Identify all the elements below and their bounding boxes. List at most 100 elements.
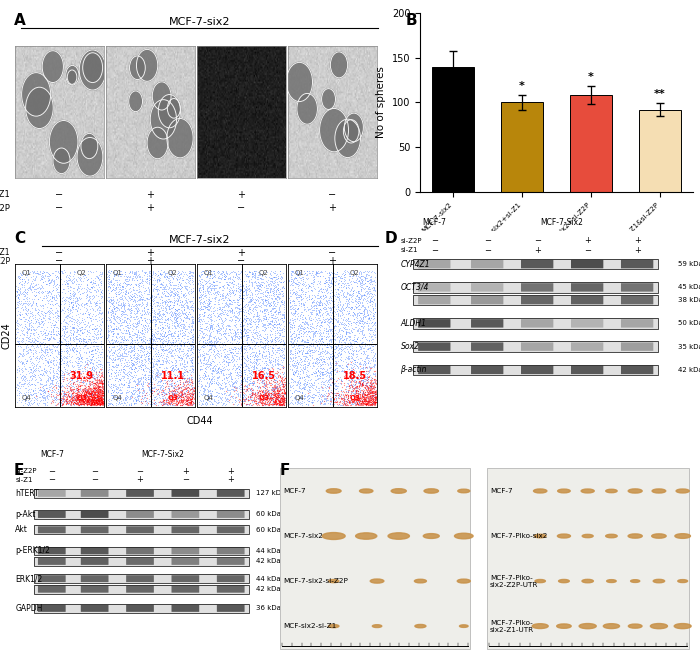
Point <box>351 287 362 297</box>
Point <box>229 288 240 299</box>
Point <box>71 397 83 408</box>
Point <box>204 363 216 373</box>
Point <box>59 374 70 385</box>
Point <box>178 356 190 366</box>
Ellipse shape <box>603 624 620 629</box>
Point <box>279 371 290 381</box>
Ellipse shape <box>628 534 642 538</box>
Point <box>237 387 248 397</box>
Point <box>58 321 69 331</box>
Point <box>67 300 78 311</box>
Point <box>296 284 307 294</box>
Point <box>273 317 284 328</box>
Point <box>237 323 248 333</box>
Point <box>83 386 94 397</box>
Point <box>16 328 27 338</box>
Point <box>368 297 379 307</box>
Point <box>108 323 120 333</box>
Point <box>150 324 161 334</box>
Point <box>58 299 69 309</box>
Point <box>131 292 142 303</box>
Point <box>354 364 365 375</box>
Point <box>220 333 232 344</box>
Point <box>79 395 90 405</box>
Point <box>238 390 249 401</box>
Point <box>26 266 37 276</box>
Point <box>248 360 260 371</box>
Point <box>158 288 169 299</box>
Point <box>203 391 214 401</box>
Point <box>195 287 206 297</box>
Point <box>272 362 284 373</box>
Point <box>204 340 215 350</box>
Point <box>213 395 224 405</box>
Point <box>53 336 64 346</box>
Point <box>37 320 48 330</box>
Point <box>32 377 43 387</box>
Point <box>339 367 350 377</box>
Point <box>321 366 332 376</box>
Point <box>251 387 262 397</box>
Point <box>80 398 92 408</box>
Point <box>324 357 335 368</box>
Point <box>25 350 36 361</box>
Point <box>88 304 99 315</box>
Point <box>118 270 130 281</box>
Point <box>220 371 232 382</box>
Point <box>39 286 50 296</box>
Point <box>155 381 167 392</box>
Point <box>153 306 164 317</box>
Point <box>211 377 222 388</box>
Point <box>134 305 145 315</box>
Point <box>276 283 288 293</box>
Point <box>72 306 83 317</box>
Point <box>219 292 230 302</box>
Point <box>212 312 223 323</box>
Point <box>355 313 366 324</box>
Point <box>202 281 213 292</box>
Point <box>335 396 346 407</box>
Point <box>256 375 267 385</box>
Point <box>109 361 120 371</box>
Point <box>346 365 357 375</box>
Point <box>256 305 267 316</box>
Point <box>316 355 327 366</box>
Point <box>340 366 351 377</box>
Point <box>57 372 68 383</box>
Point <box>324 363 335 373</box>
Point <box>267 386 279 397</box>
Point <box>73 398 84 408</box>
Point <box>106 399 117 410</box>
Point <box>88 391 99 402</box>
Point <box>239 340 251 351</box>
Point <box>224 387 235 397</box>
Point <box>148 311 159 322</box>
Point <box>251 393 262 404</box>
Point <box>362 395 373 406</box>
Point <box>84 311 95 322</box>
Point <box>140 348 151 359</box>
Point <box>132 305 143 316</box>
Point <box>80 359 91 369</box>
Point <box>103 357 114 368</box>
Point <box>343 395 354 405</box>
Point <box>58 386 69 397</box>
Point <box>336 393 347 403</box>
Point <box>357 294 368 305</box>
Point <box>122 325 133 336</box>
Point <box>348 382 359 393</box>
Point <box>223 280 235 291</box>
Point <box>166 297 177 307</box>
Point <box>241 285 253 295</box>
Point <box>178 337 190 348</box>
Point <box>218 351 230 362</box>
Point <box>248 360 260 371</box>
Point <box>44 378 55 389</box>
Point <box>311 367 322 377</box>
Point <box>168 388 179 399</box>
Point <box>95 332 106 342</box>
Point <box>220 270 231 280</box>
Point <box>330 351 342 362</box>
Point <box>97 378 108 389</box>
Point <box>55 381 66 392</box>
